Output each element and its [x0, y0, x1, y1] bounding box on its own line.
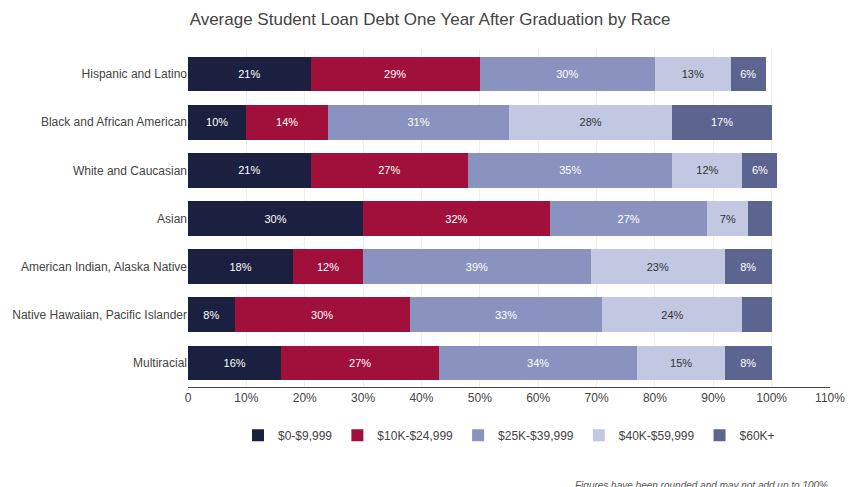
svg-text:33%: 33%	[495, 309, 517, 321]
svg-text:90%: 90%	[701, 391, 725, 405]
svg-text:8%: 8%	[203, 309, 219, 321]
svg-text:8%: 8%	[740, 357, 756, 369]
svg-text:Asian: Asian	[157, 212, 187, 226]
svg-text:30%: 30%	[351, 391, 375, 405]
svg-text:32%: 32%	[445, 213, 467, 225]
svg-text:35%: 35%	[559, 164, 581, 176]
svg-text:8%: 8%	[740, 261, 756, 273]
svg-text:Multiracial: Multiracial	[133, 356, 187, 370]
svg-text:24%: 24%	[661, 309, 683, 321]
svg-text:18%: 18%	[229, 261, 251, 273]
svg-text:30%: 30%	[556, 68, 578, 80]
svg-text:Hispanic and Latino: Hispanic and Latino	[82, 67, 188, 81]
svg-text:White and Caucasian: White and Caucasian	[73, 164, 187, 178]
svg-text:28%: 28%	[580, 116, 602, 128]
svg-text:40%: 40%	[409, 391, 433, 405]
svg-text:$0-$9,999: $0-$9,999	[278, 429, 332, 443]
svg-text:16%: 16%	[224, 357, 246, 369]
svg-text:12%: 12%	[317, 261, 339, 273]
svg-text:100%: 100%	[756, 391, 787, 405]
svg-text:17%: 17%	[711, 116, 733, 128]
svg-text:30%: 30%	[311, 309, 333, 321]
svg-text:60%: 60%	[526, 391, 550, 405]
svg-text:American Indian, Alaska Native: American Indian, Alaska Native	[21, 260, 187, 274]
svg-text:12%: 12%	[696, 164, 718, 176]
svg-text:14%: 14%	[276, 116, 298, 128]
svg-text:7%: 7%	[720, 213, 736, 225]
svg-text:70%: 70%	[585, 391, 609, 405]
svg-text:21%: 21%	[238, 164, 260, 176]
svg-text:10%: 10%	[206, 116, 228, 128]
svg-text:29%: 29%	[384, 68, 406, 80]
svg-text:13%: 13%	[682, 68, 704, 80]
svg-text:31%: 31%	[407, 116, 429, 128]
svg-text:30%: 30%	[264, 213, 286, 225]
svg-text:80%: 80%	[643, 391, 667, 405]
svg-text:$40K-$59,999: $40K-$59,999	[619, 429, 695, 443]
svg-text:110%: 110%	[815, 391, 845, 405]
svg-text:20%: 20%	[293, 391, 317, 405]
svg-text:27%: 27%	[378, 164, 400, 176]
svg-text:39%: 39%	[466, 261, 488, 273]
svg-text:34%: 34%	[527, 357, 549, 369]
svg-text:Native Hawaiian, Pacific Islan: Native Hawaiian, Pacific Islander	[12, 308, 187, 322]
svg-text:6%: 6%	[752, 164, 768, 176]
svg-text:50%: 50%	[468, 391, 492, 405]
svg-text:Average Student Loan Debt One: Average Student Loan Debt One Year After…	[190, 10, 671, 29]
svg-text:27%: 27%	[618, 213, 640, 225]
svg-text:Black and African American: Black and African American	[41, 115, 187, 129]
svg-text:0: 0	[185, 391, 192, 405]
svg-text:21%: 21%	[238, 68, 260, 80]
svg-text:27%: 27%	[349, 357, 371, 369]
svg-text:10%: 10%	[234, 391, 258, 405]
svg-text:23%: 23%	[647, 261, 669, 273]
svg-text:6%: 6%	[740, 68, 756, 80]
svg-text:Figures have been rounded and: Figures have been rounded and may not ad…	[575, 480, 828, 487]
svg-text:15%: 15%	[670, 357, 692, 369]
svg-text:$60K+: $60K+	[740, 429, 775, 443]
svg-text:$25K-$39,999: $25K-$39,999	[498, 429, 574, 443]
svg-text:$10K-$24,999: $10K-$24,999	[377, 429, 453, 443]
